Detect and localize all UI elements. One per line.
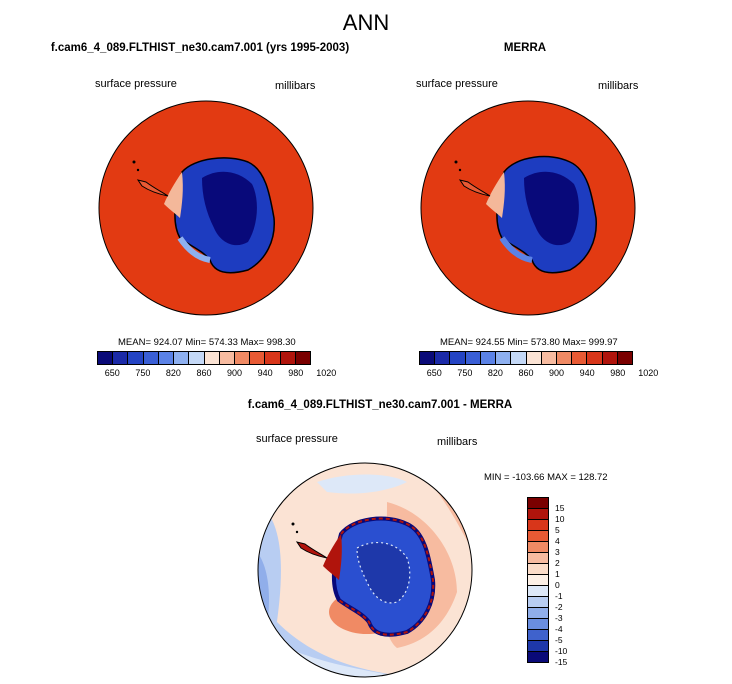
panel2-variable-label: surface pressure (416, 78, 498, 90)
panel3-units-label: millibars (437, 436, 478, 448)
panel2-colorbar-swatch (541, 352, 557, 364)
panel1-colorbar-swatch (219, 352, 235, 364)
panel2-colorbar-swatch (617, 352, 633, 364)
panel3-colorbar-swatch (528, 652, 548, 662)
panel3-colorbar-swatch (528, 520, 548, 531)
panel1-colorbar-ticks: 650 750 820 860 900 940 980 1020 (97, 365, 337, 378)
panel2-colorbar-tick-label: 650 (426, 368, 442, 378)
panel2-colorbar-swatch (450, 352, 466, 364)
panel2-colorbar-tick-label: 900 (549, 368, 565, 378)
panel2-colorbar: 650 750 820 860 900 940 980 1020 (419, 351, 659, 378)
panel1-colorbar-swatches (97, 351, 311, 365)
panel2-colorbar-swatch (420, 352, 436, 364)
panel3-colorbar-swatches (527, 497, 549, 663)
panel1-colorbar-swatch (189, 352, 205, 364)
panel1-colorbar-swatch (280, 352, 296, 364)
panel3-colorbar-tick-label: -10 (555, 646, 568, 656)
panel1-colorbar-swatch (234, 352, 251, 364)
panel1-colorbar-tick-label: 650 (104, 368, 120, 378)
panel1-colorbar-tick-label: 1020 (316, 368, 337, 378)
panel3-colorbar-swatch (528, 641, 548, 652)
panel1-title: f.cam6_4_089.FLTHIST_ne30.cam7.001 (yrs … (50, 42, 350, 54)
panel3-colorbar-tick-label: -2 (555, 602, 563, 612)
panel2-colorbar-swatch (526, 352, 542, 364)
panel3-colorbar-swatch (528, 498, 548, 509)
panel2-units-label: millibars (598, 80, 639, 92)
panel3-colorbar-swatch (528, 542, 548, 553)
panel3-colorbar-tick-label: 2 (555, 558, 560, 568)
panel1-colorbar-swatch (265, 352, 281, 364)
panel2-colorbar-tick-label: 1020 (638, 368, 659, 378)
panel3-colorbar-swatch (528, 586, 548, 597)
panel3-colorbar-swatch (528, 619, 548, 630)
panel2-colorbar-tick-label: 940 (579, 368, 595, 378)
panel3-colorbar-swatch (528, 575, 548, 586)
panel2-colorbar-swatch (511, 352, 527, 364)
panel3-colorbar-swatch (528, 630, 548, 641)
panel3-colorbar (527, 497, 549, 663)
panel2-colorbar-swatch (572, 352, 588, 364)
panel1-colorbar-swatch (174, 352, 190, 364)
panel3-colorbar-swatch (528, 608, 548, 619)
panel1-colorbar-tick-label: 940 (257, 368, 273, 378)
panel2-colorbar-swatches (419, 351, 633, 365)
panel3-colorbar-swatch (528, 509, 548, 520)
panel3-colorbar-tick-label: -1 (555, 591, 563, 601)
panel3-colorbar-tick-label: 1 (555, 569, 560, 579)
panel1-colorbar-tick-label: 860 (196, 368, 212, 378)
panel3-colorbar-swatch (528, 553, 548, 564)
panel3-polar-map (257, 462, 473, 678)
panel2-colorbar-tick-label: 750 (457, 368, 473, 378)
panel3-colorbar-tick-label: 3 (555, 547, 560, 557)
figure-title: ANN (342, 10, 390, 35)
panel3-variable-label: surface pressure (256, 433, 338, 445)
panel3-colorbar-ticks: 15 10 5 4 3 2 1 0 -1 -2 -3 -4 -5 -10 -15 (555, 497, 585, 667)
panel3-colorbar-tick-label: 10 (555, 514, 565, 524)
panel1-colorbar-swatch (158, 352, 175, 364)
panel1-colorbar-tick-label: 820 (165, 368, 181, 378)
panel2-colorbar-swatch (587, 352, 603, 364)
panel1-colorbar: 650 750 820 860 900 940 980 1020 (97, 351, 337, 378)
panel3-colorbar-tick-label: 15 (555, 503, 565, 513)
panel2-colorbar-swatch (480, 352, 497, 364)
panel2-colorbar-swatch (602, 352, 618, 364)
panel3-colorbar-swatch (528, 597, 548, 608)
panel1-colorbar-swatch (295, 352, 311, 364)
panel3-colorbar-tick-label: 4 (555, 536, 560, 546)
panel2-stats: MEAN= 924.55 Min= 573.80 Max= 999.97 (440, 337, 618, 348)
panel1-colorbar-swatch (204, 352, 220, 364)
panel3-colorbar-tick-label: -3 (555, 613, 563, 623)
panel3-stats: MIN = -103.66 MAX = 128.72 (484, 472, 608, 483)
panel2-polar-map (420, 100, 636, 316)
panel3-colorbar-tick-label: -5 (555, 635, 563, 645)
panel3-title: f.cam6_4_089.FLTHIST_ne30.cam7.001 - MER… (247, 399, 513, 411)
panel2-colorbar-swatch (465, 352, 481, 364)
panel2-title: MERRA (503, 42, 547, 54)
panel1-polar-map (98, 100, 314, 316)
panel2-colorbar-swatch (435, 352, 451, 364)
panel3-colorbar-swatch (528, 531, 548, 542)
panel1-colorbar-tick-label: 750 (135, 368, 151, 378)
panel1-colorbar-swatch (250, 352, 266, 364)
panel1-units-label: millibars (275, 80, 316, 92)
panel1-colorbar-tick-label: 980 (288, 368, 304, 378)
panel2-colorbar-swatch (496, 352, 512, 364)
panel1-colorbar-tick-label: 900 (227, 368, 243, 378)
panel1-colorbar-swatch (113, 352, 129, 364)
panel3-colorbar-tick-label: -15 (555, 657, 568, 667)
panel2-colorbar-ticks: 650 750 820 860 900 940 980 1020 (419, 365, 659, 378)
panel1-colorbar-swatch (128, 352, 144, 364)
panel3-colorbar-tick-label: 5 (555, 525, 560, 535)
panel2-colorbar-tick-label: 820 (487, 368, 503, 378)
panel2-colorbar-swatch (556, 352, 573, 364)
panel1-colorbar-swatch (98, 352, 114, 364)
panel1-stats: MEAN= 924.07 Min= 574.33 Max= 998.30 (118, 337, 296, 348)
panel2-colorbar-tick-label: 980 (610, 368, 626, 378)
panel3-colorbar-tick-label: -4 (555, 624, 563, 634)
panel3-colorbar-tick-label: 0 (555, 580, 560, 590)
panel1-colorbar-swatch (143, 352, 159, 364)
panel1-variable-label: surface pressure (95, 78, 177, 90)
panel2-colorbar-tick-label: 860 (518, 368, 534, 378)
panel3-colorbar-swatch (528, 564, 548, 575)
